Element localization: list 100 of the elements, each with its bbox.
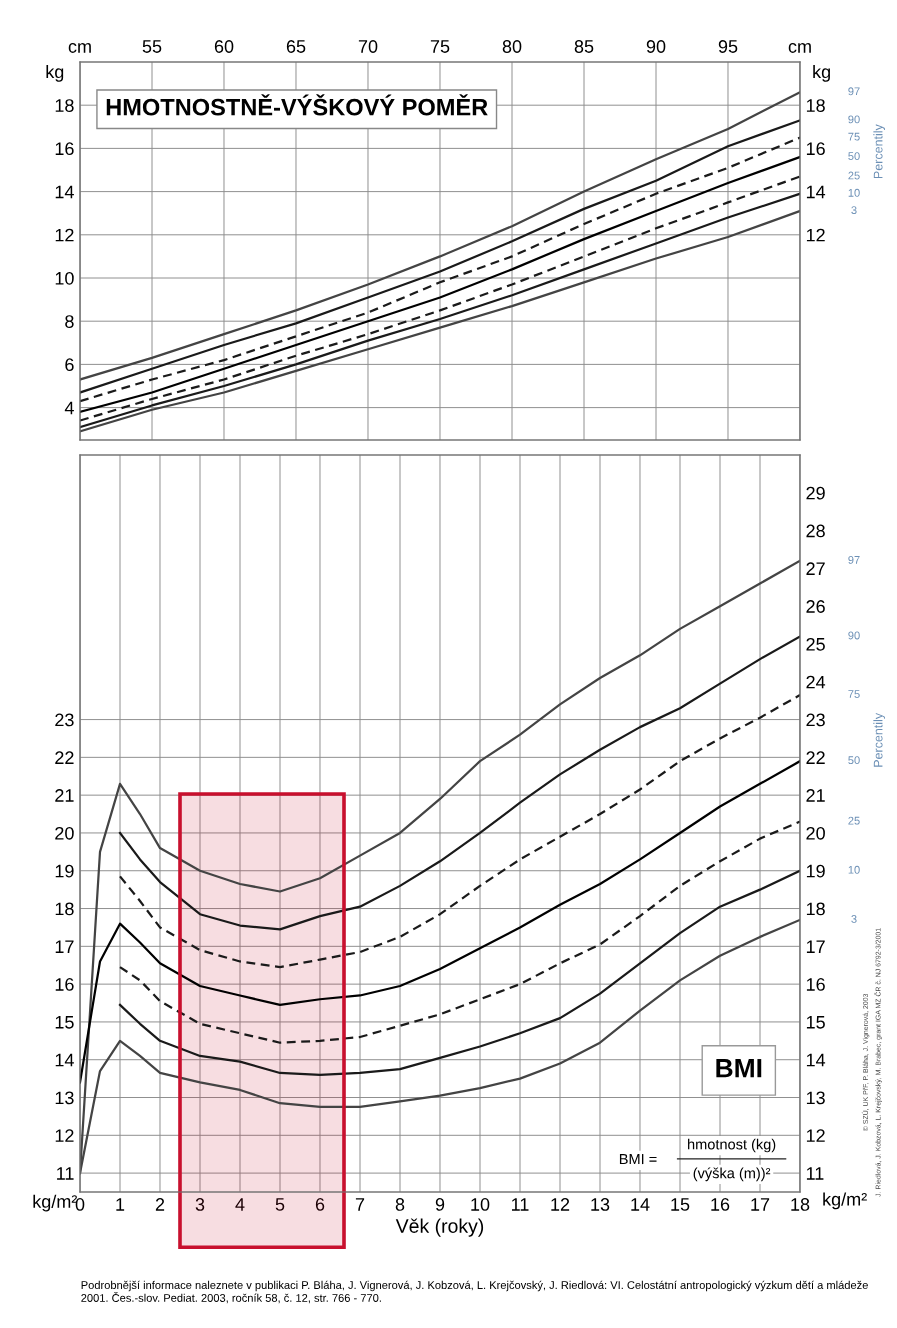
y2-tick-label: 17	[806, 940, 825, 953]
x-tick-label: 1	[116, 1198, 125, 1211]
x-tick-label: 16	[711, 1198, 730, 1211]
line-series	[118, 820, 800, 1044]
text: 3	[851, 914, 857, 923]
x-tick-label: 10	[471, 1198, 490, 1211]
y-axis-title: kg/m²	[33, 1194, 78, 1212]
y-tick-label: 11	[57, 1167, 74, 1180]
text: 10	[848, 188, 860, 197]
x-tick-label: 13	[591, 1198, 610, 1211]
x-tick-label: 65	[286, 40, 306, 53]
x-tick-label: cm	[788, 42, 811, 53]
legend-title: Percentily	[873, 124, 886, 179]
y-tick-label: 14	[55, 185, 74, 199]
x-tick-label: 90	[646, 40, 666, 53]
x-tick-label: 60	[214, 40, 234, 53]
y-tick-label: 16	[55, 142, 74, 156]
y2-tick-label: 21	[806, 789, 825, 802]
annotation: BMI =	[619, 1154, 657, 1165]
y-tick-label: 17	[55, 940, 74, 953]
y2-tick-label: 25	[806, 637, 825, 651]
text: 25	[848, 171, 860, 180]
x-tick-label: 55	[142, 40, 162, 53]
y-tick-label: 20	[55, 826, 74, 840]
y2-tick-label: 29	[806, 486, 825, 500]
x-tick-label: 75	[430, 40, 450, 53]
y2-tick-label: 19	[806, 864, 825, 878]
text: 75	[848, 132, 860, 141]
legend-title: Percentily	[873, 712, 886, 767]
y-tick-label: 18	[55, 902, 74, 916]
x-tick-label: 95	[718, 40, 738, 53]
y-tick-label: 8	[65, 315, 74, 328]
annotation: BMI	[716, 1059, 762, 1078]
y-tick-label: 23	[55, 713, 74, 727]
y2-tick-label: 14	[806, 185, 826, 199]
text: 75	[848, 690, 860, 698]
y2-tick-label: 28	[806, 524, 825, 538]
x-tick-label: 7	[355, 1198, 365, 1211]
text: 50	[848, 756, 860, 765]
x-tick-label: 0	[75, 1198, 85, 1211]
x-axis-title: Věk (roky)	[395, 1218, 484, 1237]
x-tick-label: 15	[671, 1198, 690, 1211]
y2-tick-label: 12	[806, 1129, 825, 1142]
line-series	[118, 635, 800, 931]
y-tick-label: 4	[64, 401, 74, 415]
y-tick-label: 18	[55, 99, 74, 112]
y-axis-title: kg	[46, 64, 64, 82]
x-tick-label: 6	[315, 1198, 325, 1211]
x-tick-label: 70	[358, 40, 378, 53]
y2-tick-label: 20	[806, 826, 825, 840]
text: 50	[848, 152, 860, 161]
y2-tick-label: 18	[806, 99, 825, 112]
y-tick-label: 12	[55, 1129, 74, 1142]
x-tick-label: 85	[574, 40, 594, 53]
y2-tick-label: 16	[806, 142, 825, 156]
text: 10	[848, 865, 860, 874]
text: HMOTNOSTNĚ-VÝŠKOVÝ POMĚR	[106, 94, 488, 116]
y-tick-label: 22	[55, 751, 74, 764]
x-tick-label: 80	[502, 40, 522, 53]
text: 90	[848, 115, 860, 124]
y2-tick-label: 23	[806, 713, 825, 727]
x-tick-label: 5	[275, 1198, 285, 1211]
y-tick-label: 15	[55, 1016, 74, 1029]
y2-tick-label: 22	[806, 751, 825, 764]
x-tick-label: 11	[512, 1198, 529, 1211]
line-series	[118, 693, 800, 969]
x-tick-label: 14	[631, 1198, 650, 1211]
y2-tick-label: 24	[806, 675, 826, 689]
y2-tick-label: 18	[806, 902, 825, 916]
y-tick-label: 16	[55, 978, 74, 991]
text: 90	[848, 631, 860, 640]
y-tick-label: 14	[55, 1053, 74, 1067]
x-tick-label: 18	[791, 1198, 810, 1211]
x-tick-label: cm	[68, 42, 91, 53]
y-tick-label: 21	[55, 789, 74, 802]
text: 97	[848, 87, 860, 96]
x-tick-label: 17	[751, 1198, 770, 1211]
text: Podrobnější informace naleznete v publikaci P. Bláha, J. Vignerová, J. Kobzová, L. Krejčovský, J. Riedlová: VI. Celostátní antropologický výzkum dětí a mládeže 2001. Čes.-slov. Pediat. 2003, ročník 58, č. 12, str. 766 - 770.	[81, 1280, 868, 1304]
y2-tick-label: 16	[806, 978, 825, 991]
y2-tick-label: 26	[806, 600, 825, 613]
y2-axis-title: kg	[813, 64, 830, 82]
line-series	[118, 869, 800, 1076]
text: 97	[848, 555, 860, 564]
x-tick-label: 2	[155, 1198, 165, 1211]
annotation: hmotnost (kg)	[688, 1138, 776, 1153]
x-tick-label: 9	[435, 1198, 445, 1211]
y2-tick-label: 11	[806, 1167, 824, 1180]
text: 25	[848, 816, 860, 825]
y2-tick-label: 12	[806, 228, 825, 242]
y2-tick-label: 15	[806, 1016, 825, 1029]
y-tick-label: 12	[55, 228, 74, 242]
x-tick-label: 8	[395, 1198, 405, 1211]
text: 3	[851, 206, 857, 215]
y-tick-label: 10	[55, 271, 74, 285]
annotation: (výška (m))²	[693, 1167, 771, 1182]
y-tick-label: 19	[55, 864, 74, 878]
y-tick-label: 6	[65, 358, 74, 372]
y-tick-label: 13	[55, 1091, 74, 1105]
y2-tick-label: 13	[806, 1091, 825, 1105]
x-tick-label: 12	[551, 1198, 570, 1211]
